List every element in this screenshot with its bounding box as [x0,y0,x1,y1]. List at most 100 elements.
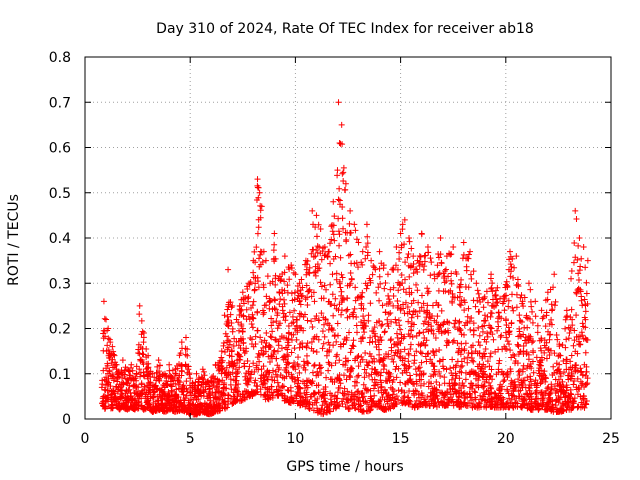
data-point [297,301,304,308]
data-point [194,411,201,418]
data-point [167,396,174,403]
data-point [257,386,264,393]
data-point [250,360,257,367]
data-point [534,329,541,336]
data-point [140,386,147,393]
data-point [325,339,332,346]
data-point [99,381,106,388]
x-tick-labels: 0 5 10 15 20 25 [81,431,620,447]
data-point [143,354,150,361]
data-point [568,275,575,282]
data-point [291,345,298,352]
data-point [330,198,337,205]
data-point [297,287,304,294]
data-point [318,364,325,371]
data-point [379,321,386,328]
data-point [345,252,352,259]
data-point [236,312,243,319]
data-point [320,295,327,302]
data-point [312,315,319,322]
data-point [310,362,317,369]
data-point [462,376,469,383]
data-point [219,357,226,364]
data-point [364,249,371,256]
data-point [515,376,522,383]
data-point [112,359,119,366]
data-point [229,361,236,367]
data-point [388,336,395,343]
data-point [234,388,241,395]
data-point [476,342,483,349]
data-point [272,281,279,288]
data-point [436,347,443,354]
data-point [333,270,340,277]
data-point [137,344,144,351]
data-point [373,400,380,407]
data-point [361,317,368,324]
data-point [389,391,396,398]
data-point [184,352,191,359]
data-point [321,333,328,340]
data-point [156,373,163,380]
data-point [339,204,346,211]
data-point [516,312,523,319]
data-point [257,202,264,209]
data-point [397,326,404,333]
data-point [234,369,241,376]
data-point [360,313,367,320]
data-point [322,398,329,405]
data-point [270,247,277,254]
data-point [248,320,255,327]
data-point [344,388,351,395]
data-point [291,307,298,314]
data-point [269,394,276,401]
data-point [443,366,450,373]
data-point [470,268,477,275]
data-point [312,268,319,275]
data-point [355,372,362,379]
data-point [323,352,330,359]
data-point [299,292,306,299]
data-point [386,404,393,411]
data-point [162,380,169,387]
data-point [425,249,432,256]
data-point [257,375,264,382]
data-point [373,289,380,296]
data-point [143,345,150,352]
data-point [173,398,180,405]
data-point [286,309,293,316]
data-point [118,367,125,374]
data-point [215,387,222,394]
data-point [394,297,401,304]
data-point [254,274,261,281]
data-point [295,363,302,370]
data-point [544,289,551,296]
data-point [233,370,240,377]
data-point [302,366,309,373]
data-point [175,377,182,384]
data-point [326,408,333,415]
data-point [206,385,213,392]
data-point [325,248,332,255]
data-point [173,392,180,399]
data-point [373,379,380,386]
data-point [240,312,247,319]
data-point [385,392,392,399]
data-point [376,351,383,358]
data-point [266,298,273,305]
data-point [407,341,414,348]
data-point [337,284,344,291]
data-point [335,228,342,235]
data-point [368,371,375,378]
data-point [392,262,399,269]
data-point [105,335,112,342]
data-point [221,385,228,392]
data-point [376,346,383,353]
data-point [573,312,580,319]
data-point [303,261,310,268]
data-point [244,381,251,388]
data-point [347,396,354,403]
data-point [341,187,348,194]
data-point [327,281,334,288]
data-point [336,357,343,364]
